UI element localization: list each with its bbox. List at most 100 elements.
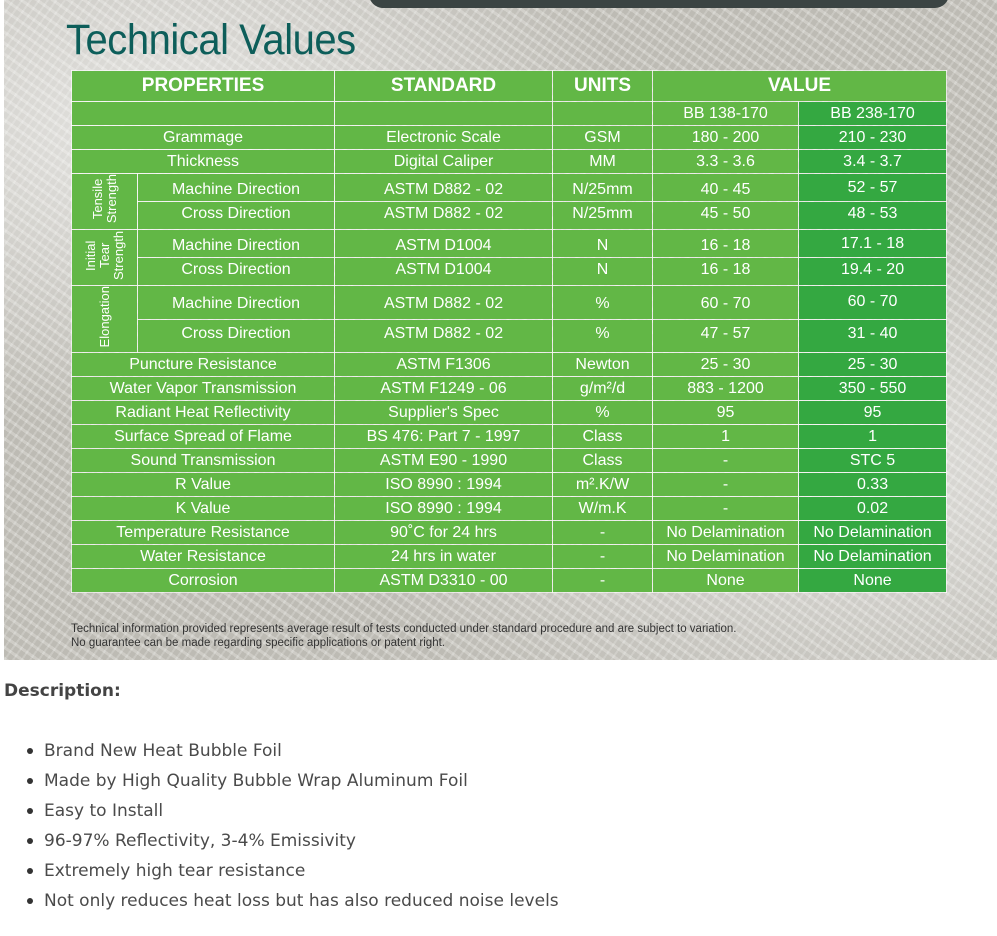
group-label: Elongation	[96, 286, 112, 348]
value-cell-1: 3.3 - 3.6	[652, 149, 800, 174]
value-cell-2: 17.1 - 18	[798, 229, 948, 258]
property-cell: Cross Direction	[136, 201, 336, 230]
property-cell: Surface Spread of Flame	[70, 424, 336, 450]
value-cell-1: -	[652, 496, 800, 522]
property-cell: Temperature Resistance	[70, 520, 336, 546]
standard-cell: BS 476: Part 7 - 1997	[334, 424, 554, 450]
unit-cell: -	[552, 520, 654, 546]
value-cell-2: No Delamination	[798, 544, 948, 570]
group-label-cell: Initial Tear Strength	[71, 229, 138, 286]
blank-cell	[334, 101, 554, 126]
table-row: Cross Direction ASTM D1004 N 16 - 18 19.4 - …	[72, 257, 948, 286]
group-label-cell: Tensile Strength	[71, 173, 138, 230]
value-cell-2: 95	[798, 400, 948, 426]
product-header-2: BB 238-170	[798, 101, 948, 126]
table-row: Surface Spread of Flame BS 476: Part 7 - …	[70, 424, 948, 450]
property-cell: Puncture Resistance	[70, 352, 336, 378]
header-value: VALUE	[652, 70, 948, 102]
value-cell-1: 25 - 30	[652, 352, 800, 378]
standard-cell: ASTM D882 - 02	[334, 318, 554, 354]
table-row: Corrosion ASTM D3310 - 00- None None	[70, 568, 948, 594]
value-cell-1: 180 - 200	[652, 125, 800, 150]
table-row: Thickness Digital Caliper MM 3.3 - 3.6 3.4 -…	[70, 149, 948, 174]
unit-cell: Class	[552, 448, 654, 474]
unit-cell: g/m²/d	[552, 376, 654, 402]
table-row: Sound Transmission ASTM E90 - 1990 Class - S…	[70, 448, 948, 474]
value-cell-2: 0.02	[798, 496, 948, 522]
value-cell-1: -	[652, 472, 800, 498]
standard-cell: Digital Caliper	[334, 149, 554, 174]
standard-cell: ASTM D3310 - 00	[334, 568, 554, 594]
unit-cell: N/25mm	[552, 173, 654, 202]
unit-cell: N	[552, 257, 654, 286]
value-cell-2: No Delamination	[798, 520, 948, 546]
standard-cell: ASTM F1249 - 06	[334, 376, 554, 402]
table-row: Puncture Resistance ASTM F1306 Newton 25 - …	[70, 352, 948, 378]
list-item: Extremely high tear resistance	[27, 858, 559, 888]
value-cell-2: 1	[798, 424, 948, 450]
header-properties: PROPERTIES	[70, 70, 336, 102]
standard-cell: ASTM D882 - 02	[334, 201, 554, 230]
description-heading: Description:	[4, 681, 121, 701]
standard-cell: ASTM E90 - 1990	[334, 448, 554, 474]
value-cell-2: 52 - 57	[798, 173, 948, 202]
table-row: Water Resistance 24 hrs in water - No Delam…	[70, 544, 948, 570]
value-cell-1: 16 - 18	[652, 229, 800, 258]
value-cell-2: 0.33	[798, 472, 948, 498]
property-cell: Thickness	[70, 149, 336, 174]
value-cell-1: 40 - 45	[652, 173, 800, 202]
property-cell: Radiant Heat Reflectivity	[70, 400, 336, 426]
unit-cell: %	[552, 318, 654, 354]
value-cell-1: -	[652, 448, 800, 474]
unit-cell: MM	[552, 149, 654, 174]
table-row: R Value ISO 8990 : 1994 m².K/W -0.33	[70, 472, 948, 498]
value-cell-1: 883 - 1200	[652, 376, 800, 402]
unit-cell: W/m.K	[552, 496, 654, 522]
property-cell: Machine Direction	[136, 285, 336, 320]
property-cell: Cross Direction	[136, 257, 336, 286]
property-cell: K Value	[70, 496, 336, 522]
header-standard: STANDARD	[334, 70, 554, 102]
table-row: Temperature Resistance 90˚C for 24 hrs - No…	[70, 520, 948, 546]
image-top-strip	[369, 0, 949, 8]
standard-cell: ASTM D882 - 02	[334, 285, 554, 320]
standard-cell: ISO 8990 : 1994	[334, 496, 554, 522]
value-cell-2: 48 - 53	[798, 201, 948, 230]
technical-values-image: Technical Values PROPERTIES STANDARD UNI…	[4, 0, 997, 660]
footnote: Technical information provided represent…	[71, 622, 736, 650]
unit-cell: N/25mm	[552, 201, 654, 230]
footnote-line-2: No guarantee can be made regarding speci…	[71, 637, 445, 649]
property-cell: Cross Direction	[136, 318, 336, 354]
standard-cell: ASTM F1306	[334, 352, 554, 378]
value-cell-1: 1	[652, 424, 800, 450]
property-cell: R Value	[70, 472, 336, 498]
standard-cell: ISO 8990 : 1994	[334, 472, 554, 498]
table-row: Cross Direction ASTM D882 - 02% 47 - 57 31 …	[72, 318, 948, 354]
blank-cell	[552, 101, 654, 126]
value-cell-1: 47 - 57	[652, 318, 800, 354]
standard-cell: 24 hrs in water	[334, 544, 554, 570]
unit-cell: %	[552, 400, 654, 426]
value-cell-1: None	[652, 568, 800, 594]
header-units: UNITS	[552, 70, 654, 102]
list-item: Made by High Quality Bubble Wrap Aluminu…	[27, 768, 559, 798]
property-cell: Machine Direction	[136, 173, 336, 202]
list-item: 96-97% Reflectivity, 3-4% Emissivity	[27, 828, 559, 858]
unit-cell: -	[552, 544, 654, 570]
group-label: Tensile Strength	[89, 174, 119, 224]
table-row: Water Vapor Transmission ASTM F1249 - 06 g…	[70, 376, 948, 402]
standard-cell: ASTM D882 - 02	[334, 173, 554, 202]
unit-cell: %	[552, 285, 654, 320]
value-cell-2: 350 - 550	[798, 376, 948, 402]
property-cell: Machine Direction	[136, 229, 336, 258]
table-row: Elongation Machine Direction ASTM D882 - 0…	[71, 284, 948, 354]
standard-cell: Supplier's Spec	[334, 400, 554, 426]
standard-cell: Electronic Scale	[334, 125, 554, 150]
table-row: Initial Tear Strength Machine Direction AS…	[71, 229, 948, 286]
unit-cell: -	[552, 568, 654, 594]
table-row: K Value ISO 8990 : 1994 W/m.K -0.02	[70, 496, 948, 522]
value-cell-2: 25 - 30	[798, 352, 948, 378]
standard-cell: ASTM D1004	[334, 257, 554, 286]
list-item: Not only reduces heat loss but has also …	[27, 888, 559, 918]
technical-values-table: PROPERTIES STANDARD UNITS VALUE BB 138-1…	[70, 70, 948, 594]
